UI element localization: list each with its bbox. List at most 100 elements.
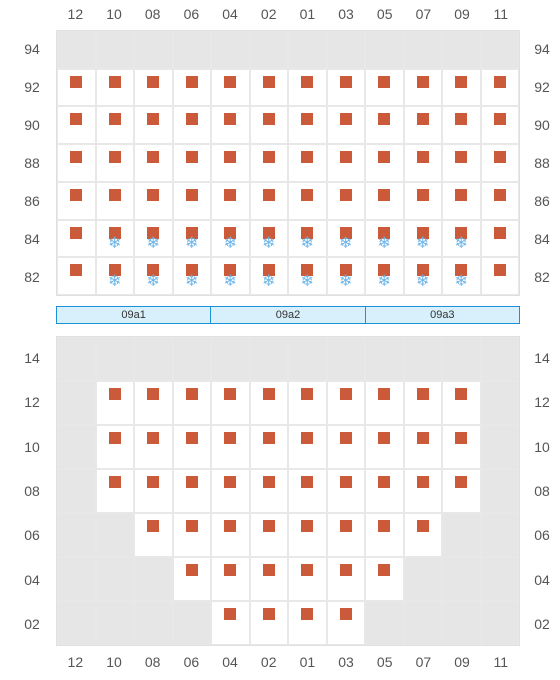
seat-cell[interactable] (404, 144, 443, 182)
seat-cell[interactable] (365, 469, 404, 513)
seat-cell[interactable] (211, 381, 250, 425)
seat-cell[interactable]: ❄ (288, 257, 327, 295)
seat-cell[interactable]: ❄ (442, 257, 481, 295)
seat-cell[interactable] (250, 601, 289, 645)
seat-cell[interactable]: ❄ (96, 220, 135, 258)
seat-cell[interactable] (57, 144, 96, 182)
seat-cell[interactable] (250, 469, 289, 513)
seat-cell[interactable] (365, 144, 404, 182)
seat-cell[interactable] (442, 144, 481, 182)
seat-cell[interactable]: ❄ (404, 257, 443, 295)
seat-cell[interactable] (96, 69, 135, 107)
seat-cell[interactable] (288, 513, 327, 557)
seat-cell[interactable] (211, 182, 250, 220)
seat-cell[interactable] (173, 182, 212, 220)
seat-cell[interactable] (481, 69, 520, 107)
seat-cell[interactable] (442, 425, 481, 469)
seat-cell[interactable] (481, 182, 520, 220)
seat-cell[interactable] (250, 144, 289, 182)
seat-cell[interactable] (327, 425, 366, 469)
seat-cell[interactable]: ❄ (288, 220, 327, 258)
seat-cell[interactable] (327, 513, 366, 557)
seat-cell[interactable] (327, 144, 366, 182)
seat-cell[interactable] (211, 69, 250, 107)
seat-cell[interactable] (288, 601, 327, 645)
seat-cell[interactable] (134, 469, 173, 513)
seat-cell[interactable] (288, 106, 327, 144)
seat-cell[interactable] (442, 182, 481, 220)
seat-cell[interactable] (481, 144, 520, 182)
seat-cell[interactable] (404, 381, 443, 425)
seat-cell[interactable] (250, 557, 289, 601)
seat-cell[interactable] (481, 220, 520, 258)
seat-cell[interactable] (173, 469, 212, 513)
seat-cell[interactable] (327, 469, 366, 513)
seat-cell[interactable] (173, 144, 212, 182)
seat-cell[interactable]: ❄ (365, 257, 404, 295)
seat-cell[interactable]: ❄ (173, 257, 212, 295)
seat-cell[interactable] (250, 381, 289, 425)
seat-cell[interactable]: ❄ (327, 257, 366, 295)
seat-cell[interactable] (134, 182, 173, 220)
seat-cell[interactable] (57, 69, 96, 107)
seat-cell[interactable] (365, 557, 404, 601)
seat-cell[interactable]: ❄ (404, 220, 443, 258)
seat-cell[interactable] (134, 381, 173, 425)
seat-cell[interactable]: ❄ (211, 257, 250, 295)
seat-cell[interactable]: ❄ (250, 220, 289, 258)
seat-cell[interactable] (250, 182, 289, 220)
seat-cell[interactable] (327, 381, 366, 425)
seat-cell[interactable] (288, 381, 327, 425)
seat-cell[interactable]: ❄ (327, 220, 366, 258)
seat-cell[interactable] (250, 106, 289, 144)
seat-cell[interactable] (211, 106, 250, 144)
seat-cell[interactable] (327, 557, 366, 601)
seat-cell[interactable] (134, 425, 173, 469)
seat-cell[interactable] (288, 469, 327, 513)
seat-cell[interactable] (96, 381, 135, 425)
seat-cell[interactable] (57, 257, 96, 295)
seat-cell[interactable] (442, 469, 481, 513)
seat-cell[interactable] (365, 69, 404, 107)
seat-cell[interactable] (288, 425, 327, 469)
seat-cell[interactable] (250, 425, 289, 469)
seat-cell[interactable] (288, 69, 327, 107)
seat-cell[interactable] (96, 106, 135, 144)
seat-cell[interactable] (96, 182, 135, 220)
seat-cell[interactable] (404, 106, 443, 144)
seat-cell[interactable] (211, 557, 250, 601)
seat-cell[interactable]: ❄ (134, 257, 173, 295)
seat-cell[interactable] (481, 106, 520, 144)
seat-cell[interactable] (288, 557, 327, 601)
seat-cell[interactable] (481, 257, 520, 295)
seat-cell[interactable] (442, 381, 481, 425)
seat-cell[interactable] (96, 469, 135, 513)
seat-cell[interactable]: ❄ (96, 257, 135, 295)
seat-cell[interactable] (442, 106, 481, 144)
seat-cell[interactable] (173, 425, 212, 469)
seat-cell[interactable] (327, 106, 366, 144)
seat-cell[interactable]: ❄ (173, 220, 212, 258)
seat-cell[interactable] (365, 513, 404, 557)
seat-cell[interactable]: ❄ (134, 220, 173, 258)
seat-cell[interactable] (327, 182, 366, 220)
seat-cell[interactable] (173, 557, 212, 601)
seat-cell[interactable] (96, 144, 135, 182)
seat-cell[interactable] (365, 425, 404, 469)
seat-cell[interactable] (442, 69, 481, 107)
seat-cell[interactable]: ❄ (211, 220, 250, 258)
seat-cell[interactable] (211, 469, 250, 513)
seat-cell[interactable] (57, 182, 96, 220)
seat-cell[interactable] (134, 513, 173, 557)
seat-cell[interactable] (404, 425, 443, 469)
seat-cell[interactable] (404, 182, 443, 220)
seat-cell[interactable] (211, 425, 250, 469)
seat-cell[interactable] (134, 69, 173, 107)
seat-cell[interactable] (404, 513, 443, 557)
seat-cell[interactable] (173, 106, 212, 144)
seat-cell[interactable] (365, 381, 404, 425)
seat-cell[interactable] (211, 601, 250, 645)
seat-cell[interactable] (134, 106, 173, 144)
seat-cell[interactable] (365, 106, 404, 144)
seat-cell[interactable] (173, 513, 212, 557)
